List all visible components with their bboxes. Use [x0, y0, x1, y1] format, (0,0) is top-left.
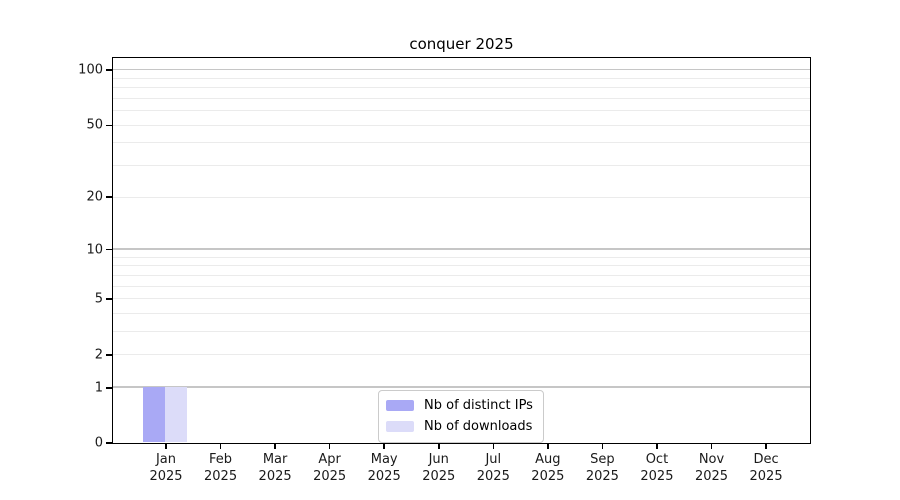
minor-gridline: [113, 110, 810, 112]
bar-nb-of-distinct-ips: [143, 387, 166, 442]
x-tick-label: Feb 2025: [204, 452, 238, 484]
x-tick-label: Oct 2025: [640, 452, 674, 484]
x-tick-label: Jul 2025: [476, 452, 510, 484]
y-tick-label: 1: [94, 380, 103, 396]
minor-gridline: [113, 274, 810, 276]
x-tick-mark: [765, 444, 767, 449]
x-tick-mark: [656, 444, 658, 449]
x-tick-label: Apr 2025: [313, 452, 347, 484]
y-tick-mark: [106, 196, 112, 199]
major-gridline: [113, 68, 810, 71]
y-tick-mark: [106, 248, 112, 251]
y-tick-mark: [106, 69, 112, 71]
plot-area: [112, 57, 811, 444]
minor-gridline: [113, 354, 810, 356]
x-tick-mark: [274, 444, 276, 449]
x-tick-label: Nov 2025: [694, 452, 729, 484]
y-tick-mark: [106, 387, 112, 389]
minor-gridline: [113, 285, 810, 287]
minor-gridline: [113, 298, 810, 300]
x-tick-label: Aug 2025: [531, 452, 565, 484]
legend-item: Nb of distinct IPs: [386, 395, 533, 416]
y-tick-label: 20: [86, 189, 103, 205]
legend-swatch-icon: [386, 400, 414, 411]
legend-item-label: Nb of downloads: [424, 419, 533, 434]
y-tick-mark: [106, 124, 112, 127]
minor-gridline: [113, 196, 810, 198]
legend: Nb of distinct IPs Nb of downloads: [378, 390, 544, 443]
y-tick-label: 0: [94, 435, 103, 451]
x-tick-mark: [601, 444, 604, 449]
x-tick-mark: [437, 444, 440, 449]
x-tick-mark: [547, 444, 549, 449]
x-tick-mark: [492, 444, 495, 449]
minor-gridline: [113, 97, 810, 99]
x-tick-label: Jan 2025: [149, 452, 183, 484]
x-tick-mark: [328, 444, 331, 449]
chart-title: conquer 2025: [409, 35, 514, 53]
y-tick-label: 100: [78, 62, 103, 78]
major-gridline: [113, 386, 810, 388]
bar-nb-of-downloads: [165, 387, 188, 442]
x-tick-label: May 2025: [367, 452, 401, 484]
x-tick-label: Mar 2025: [258, 452, 292, 484]
minor-gridline: [113, 265, 810, 267]
minor-gridline: [113, 165, 810, 167]
major-gridline: [113, 248, 810, 250]
minor-gridline: [113, 77, 810, 79]
y-tick-mark: [106, 354, 112, 356]
x-tick-label: Dec 2025: [749, 452, 783, 484]
minor-gridline: [113, 87, 810, 89]
x-tick-mark: [383, 444, 385, 449]
x-tick-mark: [219, 444, 222, 449]
minor-gridline: [113, 256, 810, 258]
minor-gridline: [113, 312, 810, 314]
x-tick-label: Sep 2025: [585, 452, 619, 484]
y-tick-label: 5: [94, 291, 103, 307]
legend-item-label: Nb of distinct IPs: [424, 398, 533, 413]
y-tick-mark: [106, 297, 112, 300]
y-tick-label: 10: [86, 242, 103, 258]
y-tick-mark: [106, 442, 112, 444]
x-tick-mark: [165, 444, 167, 449]
y-tick-label: 2: [94, 347, 103, 363]
minor-gridline: [113, 331, 810, 333]
minor-gridline: [113, 124, 810, 126]
x-tick-label: Jun 2025: [422, 452, 456, 484]
legend-item: Nb of downloads: [386, 416, 533, 437]
legend-swatch-icon: [386, 421, 414, 432]
y-tick-label: 50: [86, 117, 103, 133]
minor-gridline: [113, 142, 810, 144]
x-tick-mark: [710, 444, 713, 449]
